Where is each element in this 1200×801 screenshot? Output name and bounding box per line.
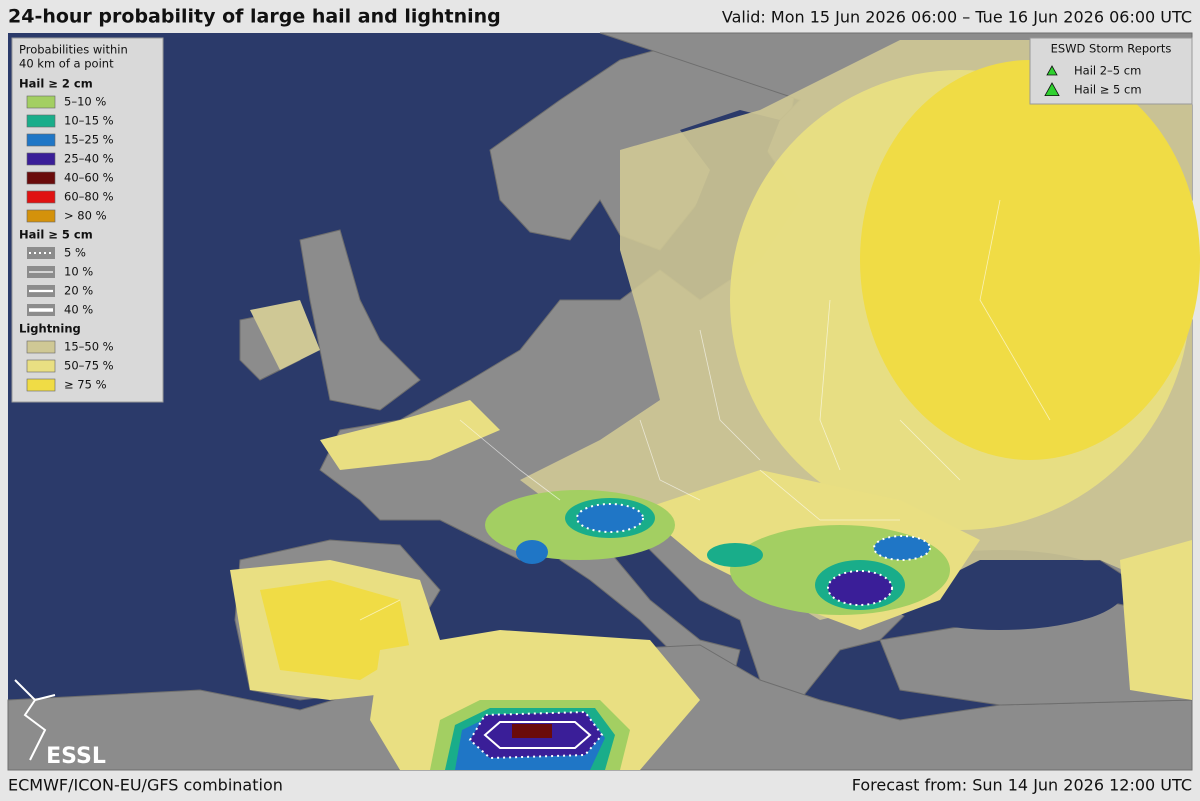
report-symbol xyxy=(1044,82,1060,96)
forecast-time: Forecast from: Sun 14 Jun 2026 12:00 UTC xyxy=(852,776,1192,795)
report-label: Hail 2–5 cm xyxy=(1074,64,1141,78)
legend-label: 40 % xyxy=(64,303,93,317)
legend-label: 60–80 % xyxy=(64,190,114,204)
valid-time: Valid: Mon 15 Jun 2026 06:00 – Tue 16 Ju… xyxy=(722,8,1192,27)
report-symbol xyxy=(1046,65,1058,76)
legend-label: 15–25 % xyxy=(64,133,114,147)
legend-section-title: Lightning xyxy=(19,322,81,336)
legend-label: 40–60 % xyxy=(64,171,114,185)
logo: ESSL xyxy=(14,679,106,769)
legend-swatch xyxy=(26,209,56,223)
legend-label: > 80 % xyxy=(64,209,107,223)
borders xyxy=(359,199,1051,621)
logo-lightning xyxy=(14,679,56,761)
legend-swatch xyxy=(26,95,56,109)
report-label: Hail ≥ 5 cm xyxy=(1074,83,1142,97)
legend-label: 50–75 % xyxy=(64,359,114,373)
legend-label: 15–50 % xyxy=(64,340,114,354)
report-items: Hail 2–5 cm Hail ≥ 5 cm xyxy=(1044,64,1142,97)
legend-swatch xyxy=(26,378,56,392)
logo-text: ESSL xyxy=(46,744,106,769)
legend-label: 5 % xyxy=(64,246,86,260)
legend-swatch xyxy=(26,133,56,147)
legend-heading: Probabilities within xyxy=(19,43,128,57)
legend-heading: 40 km of a point xyxy=(19,57,114,71)
legend-swatch xyxy=(26,114,56,128)
legend-section-title: Hail ≥ 2 cm xyxy=(19,77,93,91)
legend-label: 20 % xyxy=(64,284,93,298)
legend-label: 5–10 % xyxy=(64,95,106,109)
hail-areas xyxy=(430,490,950,770)
legend: Probabilities within 40 km of a point Ha… xyxy=(11,37,164,403)
legend-swatch xyxy=(26,171,56,185)
map xyxy=(7,32,1200,771)
legend-label: ≥ 75 % xyxy=(64,378,107,392)
legend-label: 10–15 % xyxy=(64,114,114,128)
legend-swatch xyxy=(26,359,56,373)
storm-reports-legend: ESWD Storm Reports Hail 2–5 cm Hail ≥ 5 c… xyxy=(1029,37,1193,105)
legend-label: 10 % xyxy=(64,265,93,279)
legend-section-title: Hail ≥ 5 cm xyxy=(19,228,93,242)
legend-swatch xyxy=(26,152,56,166)
reports-title: ESWD Storm Reports xyxy=(1051,42,1172,56)
model-info: ECMWF/ICON-EU/GFS combination xyxy=(8,776,283,795)
legend-label: 25–40 % xyxy=(64,152,114,166)
title: 24-hour probability of large hail and li… xyxy=(8,6,501,28)
legend-swatch xyxy=(26,190,56,204)
legend-swatch xyxy=(26,340,56,354)
legend-items: Hail ≥ 2 cm 5–10 % 10–15 % 15–25 % 25–40 % 40… xyxy=(19,77,114,392)
